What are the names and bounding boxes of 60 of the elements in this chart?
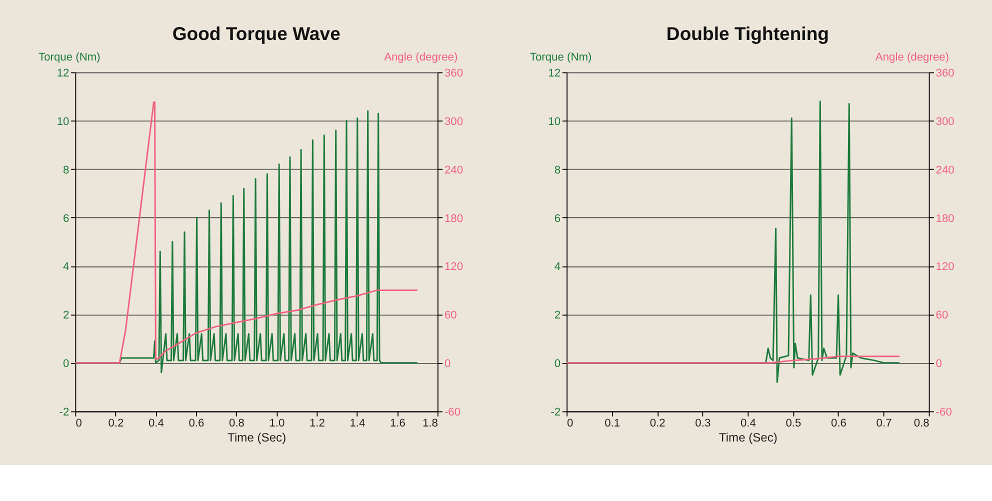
y2-tick-label: 120 (936, 261, 954, 274)
y-tick-label: 6 (554, 212, 561, 225)
x-tick-label: 0.8 (228, 418, 244, 430)
x-tick-label: 0.7 (876, 418, 892, 430)
x-tick-label: 1.2 (309, 418, 325, 430)
y2-tick-label: 360 (444, 67, 464, 80)
y2-tick-label: 60 (444, 310, 457, 322)
y2-tick-label: 240 (936, 164, 954, 176)
y-tick-label: -2 (59, 406, 70, 418)
x-tick-label: 0.2 (108, 418, 124, 430)
y-tick-label: 12 (56, 67, 70, 80)
y-axis-title: Torque (Nm) (530, 52, 592, 64)
y-tick-label: 6 (63, 212, 70, 225)
y-tick-label: 10 (56, 116, 70, 128)
chart-title: Double Tightening (666, 22, 830, 44)
y2-tick-label: 0 (444, 358, 451, 370)
y2-tick-label: 240 (444, 164, 464, 176)
y2-tick-label: 300 (444, 116, 464, 128)
x-tick-label: 0 (76, 418, 82, 430)
y-tick-label: 2 (63, 310, 70, 322)
y2-tick-label: 60 (936, 310, 948, 322)
y-axis-title: Torque (Nm) (38, 52, 101, 64)
y-tick-label: 8 (554, 164, 561, 176)
y2-tick-label: 180 (444, 212, 464, 225)
x-tick-label: 0.2 (650, 418, 666, 430)
y-tick-label: 10 (548, 116, 561, 128)
y-tick-label: 12 (548, 67, 561, 80)
x-tick-label: 0.1 (604, 418, 620, 430)
y-tick-label: 8 (63, 164, 70, 176)
x-tick-label: 0.8 (914, 418, 930, 430)
x-tick-label: 1.6 (390, 418, 406, 430)
line-series (566, 356, 900, 364)
y-tick-label: 4 (63, 261, 70, 274)
y-tick-label: 2 (554, 310, 561, 322)
chart-title: Good Torque Wave (172, 22, 340, 44)
x-tick-label: 1.4 (350, 418, 366, 430)
y-tick-label: 0 (63, 358, 70, 370)
x-tick-label: 1.8 (422, 418, 438, 430)
y2-axis-title: Angle (degree) (875, 52, 950, 64)
y-tick-label: -2 (550, 406, 561, 418)
y2-axis-title: Angle (degree) (384, 52, 458, 64)
y2-tick-label: -60 (444, 406, 461, 418)
x-tick-label: 0.6 (831, 418, 846, 430)
y2-tick-label: 180 (936, 212, 954, 225)
x-tick-label: 0.3 (695, 418, 711, 430)
y-tick-label: 4 (554, 261, 561, 274)
x-tick-label: 1.0 (269, 418, 285, 430)
y2-tick-label: 120 (444, 261, 464, 274)
x-tick-label: 0.4 (148, 418, 164, 430)
y2-tick-label: -60 (936, 406, 952, 418)
x-tick-label: 0.6 (188, 418, 204, 430)
y-tick-label: 0 (554, 358, 561, 370)
x-axis-title: Time (Sec) (718, 430, 778, 444)
x-tick-label: 0 (567, 418, 574, 430)
y2-tick-label: 360 (936, 67, 954, 80)
x-tick-label: 0.5 (786, 418, 802, 430)
y2-tick-label: 300 (936, 116, 954, 128)
x-axis-title: Time (Sec) (228, 430, 286, 444)
y2-tick-label: 0 (936, 358, 942, 370)
x-tick-label: 0.4 (740, 418, 756, 430)
